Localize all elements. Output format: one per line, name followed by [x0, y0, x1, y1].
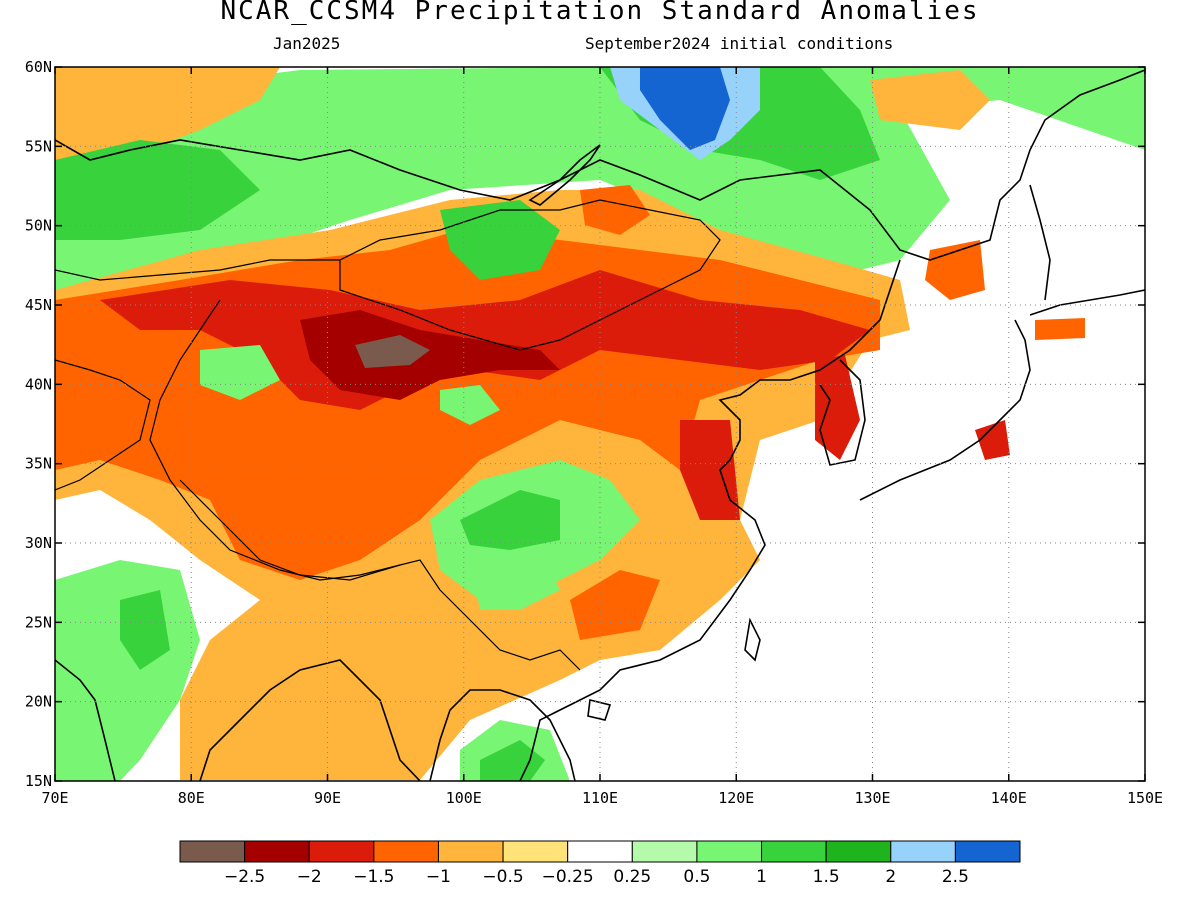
legend-label: 1 [756, 867, 767, 887]
legend-label: 0.5 [683, 867, 710, 887]
yunnan-green [470, 550, 560, 610]
legend-swatch [308, 840, 375, 863]
lat-tick-label: 40N [25, 375, 52, 393]
gridlines [55, 67, 1145, 781]
legend-swatch [954, 840, 1021, 863]
lat-tick-label: 35N [25, 455, 52, 473]
anomaly-field [55, 67, 1145, 781]
lon-tick-label: 120E [718, 789, 754, 807]
legend-swatch [696, 840, 763, 863]
transbaikal-orange [580, 185, 650, 235]
lat-tick-label: 15N [25, 772, 52, 790]
east-asia-coastline [55, 69, 1145, 261]
kazakh-green-core [55, 140, 260, 240]
lat-tick-label: 20N [25, 693, 52, 711]
lat-tick-label: 60N [25, 58, 52, 76]
korea-coastline [819, 359, 866, 466]
map-title: NCAR_CCSM4 Precipitation Standard Anomal… [220, 0, 980, 26]
legend-label: 0.25 [613, 867, 651, 887]
central-asia-border [55, 359, 151, 491]
lat-tick-label: 50N [25, 217, 52, 235]
lat-tick-label: 55N [25, 137, 52, 155]
north-green-region [55, 67, 1145, 300]
west-green-spot [200, 345, 280, 400]
legend-label: −2 [297, 867, 322, 887]
legend-swatch [373, 840, 439, 863]
legend-label: −0.5 [482, 867, 523, 887]
lon-tick-label: 140E [991, 789, 1027, 807]
legend-label: 1.5 [813, 867, 840, 887]
legend-swatch [179, 840, 246, 863]
coastlines [55, 69, 1145, 781]
indochina-green-core [480, 740, 545, 781]
legend-swatch [761, 840, 827, 863]
south-china-orange [570, 570, 660, 640]
legend-label: 2 [885, 867, 896, 887]
hainan-coastline [587, 699, 612, 721]
legend-boxes [179, 840, 1021, 863]
tibet-green-core [460, 490, 560, 550]
east-china-red [680, 420, 740, 520]
lon-tick-label: 150E [1127, 789, 1163, 807]
baikal-outline [528, 144, 601, 206]
manchuria-orange [925, 240, 985, 300]
taiwan-coastline [744, 617, 761, 662]
legend-label: 2.5 [942, 867, 969, 887]
mongolia-border [339, 199, 721, 351]
lon-tick-label: 110E [582, 789, 618, 807]
darkred-core [300, 310, 560, 400]
lat-tick-label: 45N [25, 296, 52, 314]
lon-tick-label: 130E [854, 789, 890, 807]
india-coastline [55, 659, 116, 781]
china-coastline [519, 259, 901, 781]
legend-swatch [437, 840, 504, 863]
indochina-border [439, 589, 581, 671]
india-green-core [120, 590, 170, 670]
brown-core [355, 335, 430, 368]
legend-label: −1.5 [353, 867, 394, 887]
central-green-spot [440, 385, 500, 425]
hokkaido-orange [1035, 318, 1085, 340]
legend-swatch [890, 840, 956, 863]
hokkaido-coastline [1029, 289, 1145, 316]
lon-tick-label: 90E [314, 789, 341, 807]
okhotsk-orange [870, 70, 990, 130]
country-borders [55, 199, 721, 671]
japan-red [975, 420, 1010, 460]
lon-tick-label: 100E [446, 789, 482, 807]
sakhalin-coastline [1029, 184, 1051, 301]
target-month: Jan2025 [273, 34, 341, 53]
legend-labels: −2.5 −2 −1.5 −1 −0.5 −0.25 0.25 0.5 1 1.5 2 2.5 [224, 867, 969, 887]
longitude-labels: 70E 80E 90E 100E 110E 120E 130E 140E 150E [41, 789, 1163, 807]
legend-label: −1 [426, 867, 451, 887]
lon-tick-label: 80E [178, 789, 205, 807]
bay-of-bengal-coast [199, 659, 421, 781]
latitude-labels: 15N 20N 25N 30N 35N 40N 45N 50N 55N 60N [25, 58, 52, 790]
lon-tick-label: 70E [41, 789, 68, 807]
legend-swatch [244, 840, 310, 863]
indochina-coast [429, 689, 576, 781]
init-conditions: September2024 initial conditions [585, 34, 894, 53]
legend-swatch [567, 840, 633, 863]
honshu-coastline [859, 319, 1031, 501]
himalaya-border [179, 479, 401, 581]
siberia-orange [55, 67, 280, 170]
legend-swatch [825, 840, 892, 863]
korea-red [815, 355, 860, 460]
lat-tick-label: 25N [25, 613, 52, 631]
tick-marks [54, 66, 1146, 782]
legend-swatch [631, 840, 698, 863]
legend-label: −0.25 [542, 867, 594, 887]
legend-label: −2.5 [224, 867, 265, 887]
legend-swatch [502, 840, 569, 863]
lat-tick-label: 30N [25, 534, 52, 552]
kazakh-border [55, 259, 340, 281]
siberia-deep-blue [640, 67, 730, 150]
